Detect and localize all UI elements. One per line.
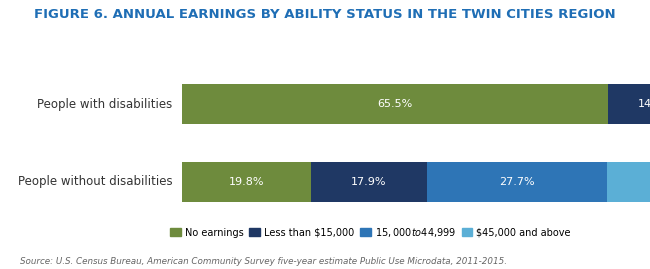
Text: 65.5%: 65.5% <box>377 99 413 109</box>
Legend: No earnings, Less than $15,000, $15,000 to $44,999, $45,000 and above: No earnings, Less than $15,000, $15,000 … <box>166 222 575 243</box>
Text: Source: U.S. Census Bureau, American Community Survey five-year estimate Public : Source: U.S. Census Bureau, American Com… <box>20 257 506 266</box>
Text: People with disabilities: People with disabilities <box>37 98 172 111</box>
Text: 27.7%: 27.7% <box>499 177 535 187</box>
Bar <box>311 162 427 202</box>
Text: 19.8%: 19.8% <box>229 177 264 187</box>
Text: People without disabilities: People without disabilities <box>18 175 172 188</box>
Text: 17.9%: 17.9% <box>351 177 387 187</box>
Text: FIGURE 6. ANNUAL EARNINGS BY ABILITY STATUS IN THE TWIN CITIES REGION: FIGURE 6. ANNUAL EARNINGS BY ABILITY STA… <box>34 8 616 21</box>
Bar <box>182 162 311 202</box>
Bar <box>607 162 650 202</box>
Bar <box>182 84 608 124</box>
Bar <box>427 162 607 202</box>
Bar <box>608 84 650 124</box>
Text: 14.7%: 14.7% <box>638 99 650 109</box>
